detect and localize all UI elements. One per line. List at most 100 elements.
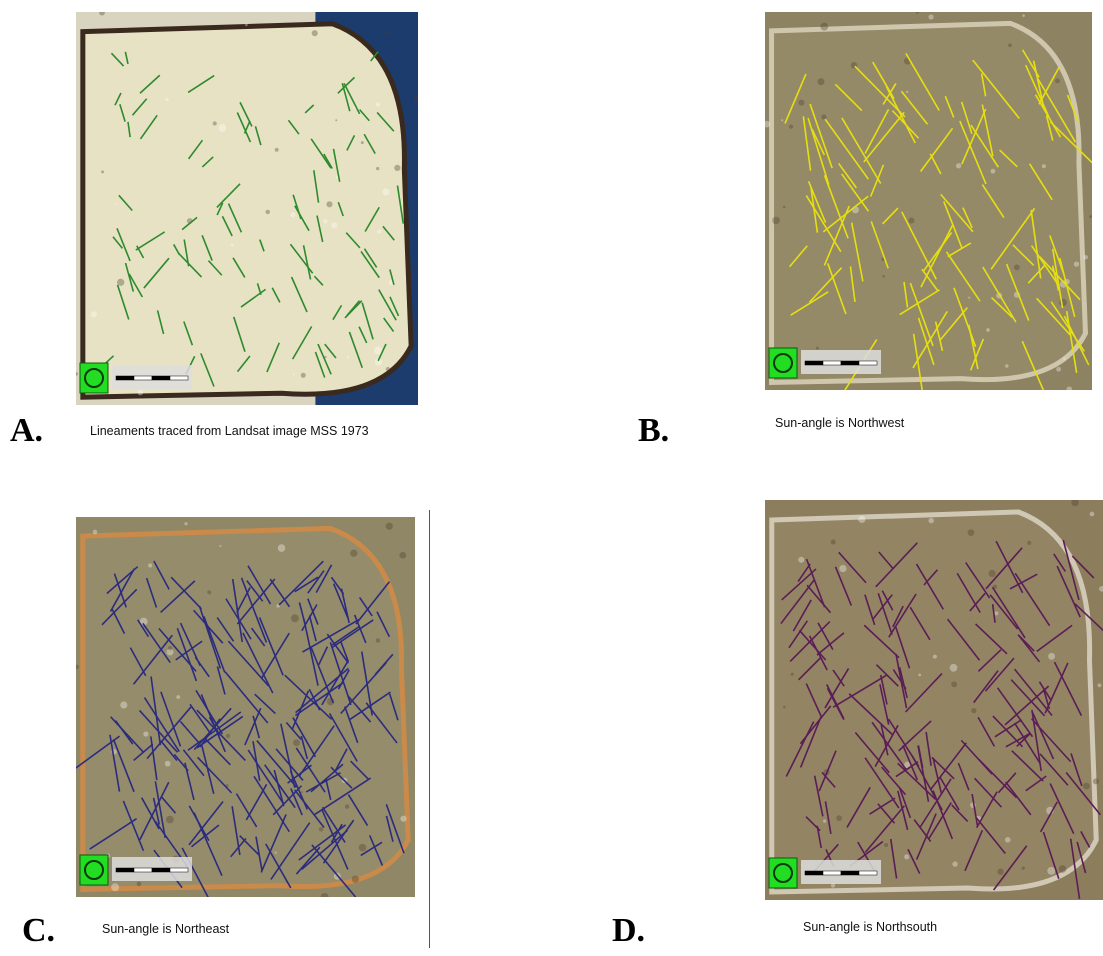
- texture: [997, 869, 1003, 875]
- texture: [1059, 865, 1067, 873]
- texture: [1098, 683, 1102, 687]
- texture: [918, 673, 921, 676]
- divider: [429, 510, 430, 948]
- texture: [376, 102, 380, 106]
- texture: [991, 169, 996, 174]
- figure: A. Lineaments traced from Landsat image …: [0, 0, 1103, 956]
- scale-bar: [805, 871, 823, 875]
- texture: [386, 367, 390, 371]
- scale-bar: [152, 376, 170, 380]
- texture: [293, 373, 295, 375]
- texture: [1008, 43, 1012, 47]
- texture: [799, 100, 805, 106]
- texture: [906, 91, 908, 93]
- texture: [312, 30, 318, 36]
- texture: [908, 218, 914, 224]
- texture: [884, 843, 888, 847]
- texture: [971, 708, 976, 713]
- texture: [952, 861, 957, 866]
- texture: [293, 739, 300, 746]
- texture: [376, 638, 380, 642]
- texture: [219, 124, 227, 132]
- texture: [1056, 367, 1061, 372]
- scale-bar: [823, 361, 841, 365]
- scale-bar: [134, 376, 152, 380]
- texture: [265, 210, 270, 215]
- texture: [301, 791, 303, 793]
- texture: [904, 854, 909, 859]
- texture: [359, 844, 367, 852]
- texture: [350, 550, 357, 557]
- texture: [817, 78, 824, 85]
- panel-letter: D.: [612, 912, 645, 950]
- panel-caption: Sun-angle is Northwest: [775, 416, 904, 430]
- scale-bar: [859, 361, 877, 365]
- panel-letter: B.: [638, 412, 669, 450]
- texture: [326, 201, 332, 207]
- texture: [111, 883, 119, 891]
- texture: [1048, 653, 1055, 660]
- texture: [361, 141, 364, 144]
- texture: [275, 148, 279, 152]
- texture: [345, 804, 349, 808]
- texture: [781, 119, 783, 121]
- texture: [165, 761, 171, 767]
- texture: [1005, 364, 1008, 367]
- texture: [385, 31, 389, 35]
- texture: [772, 217, 780, 225]
- texture: [1089, 215, 1092, 218]
- scale-bar: [859, 871, 877, 875]
- texture: [1083, 783, 1090, 790]
- panel-caption: Sun-angle is Northeast: [102, 922, 229, 936]
- texture: [245, 24, 248, 27]
- scale-bar: [152, 868, 170, 872]
- texture: [783, 706, 786, 709]
- texture: [989, 570, 996, 577]
- texture: [352, 876, 359, 883]
- texture: [165, 98, 168, 101]
- panel-letter: A.: [10, 412, 43, 450]
- texture: [319, 827, 324, 832]
- texture: [115, 203, 117, 205]
- texture: [291, 614, 299, 622]
- texture: [1005, 837, 1011, 843]
- texture: [956, 163, 961, 168]
- texture: [1014, 265, 1020, 271]
- scale-bar: [841, 871, 859, 875]
- texture: [184, 522, 187, 525]
- texture: [986, 328, 990, 332]
- texture: [377, 230, 381, 234]
- texture: [968, 529, 975, 536]
- scale-bar: [841, 361, 859, 365]
- texture: [138, 390, 143, 395]
- texture: [820, 23, 828, 31]
- texture: [168, 646, 172, 650]
- texture: [1055, 78, 1060, 83]
- scale-bar: [805, 361, 823, 365]
- scale-bar: [170, 376, 188, 380]
- texture: [1063, 358, 1065, 360]
- texture: [791, 673, 794, 676]
- scale-bar: [116, 376, 134, 380]
- texture: [376, 167, 379, 170]
- texture: [798, 557, 804, 563]
- texture: [399, 552, 406, 559]
- scale-bar: [116, 868, 134, 872]
- texture: [1059, 299, 1067, 307]
- texture: [290, 212, 295, 217]
- texture: [213, 121, 217, 125]
- map-image: [765, 12, 1092, 390]
- texture: [1074, 261, 1079, 266]
- texture: [968, 297, 970, 299]
- texture: [816, 347, 819, 350]
- texture: [831, 539, 836, 544]
- texture: [928, 518, 934, 524]
- texture: [219, 545, 221, 547]
- texture: [335, 119, 337, 121]
- texture: [883, 275, 886, 278]
- map-image: [76, 12, 418, 405]
- texture: [323, 219, 327, 223]
- map-image: [76, 517, 415, 897]
- texture: [950, 664, 958, 672]
- scale-bar: [170, 868, 188, 872]
